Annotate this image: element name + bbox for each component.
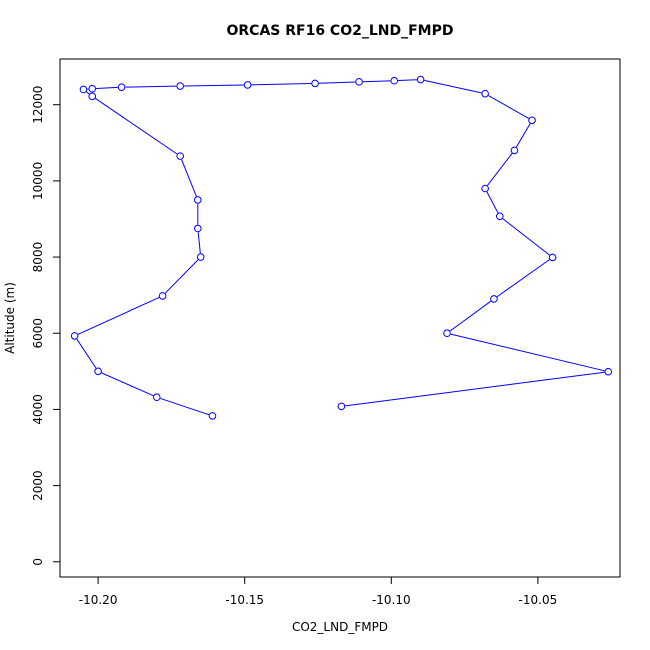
data-point (194, 224, 202, 233)
y-axis-label: Altitude (m) (3, 282, 17, 354)
series-line-segment (318, 81, 356, 84)
series-line-segment (160, 397, 210, 416)
series-line-segment (487, 153, 513, 186)
series-layer (70, 75, 613, 420)
data-point (176, 82, 185, 90)
y-tick-label: 12000 (31, 86, 45, 124)
data-point (117, 83, 126, 91)
series-line-segment (424, 79, 482, 94)
series-line-segment (101, 372, 154, 397)
series-line-segment (488, 95, 529, 119)
data-point (443, 329, 451, 338)
series-line-segment (181, 159, 197, 197)
data-point (176, 152, 185, 160)
series-line-segment (486, 191, 499, 214)
data-point (70, 332, 79, 340)
data-point (604, 367, 613, 376)
data-point (355, 78, 363, 86)
x-axis: -10.20 -10.15 -10.10 -10.05 (79, 576, 558, 607)
data-point (194, 196, 202, 204)
data-point (416, 75, 425, 84)
data-point (390, 76, 399, 85)
series-line-segment (125, 85, 177, 88)
series-line-segment (184, 84, 244, 87)
y-tick-label: 0 (31, 558, 45, 566)
series-line-segment (77, 297, 160, 335)
data-point (152, 393, 161, 402)
y-tick-label: 8000 (31, 242, 45, 273)
series-line-segment (197, 232, 201, 254)
data-point (158, 292, 167, 300)
series-line-segment (362, 80, 391, 83)
y-tick-label: 6000 (31, 318, 45, 349)
series-line-segment (449, 300, 492, 332)
series-line-segment (450, 333, 605, 372)
data-point (490, 295, 498, 303)
y-axis: 0 2000 4000 6000 8000 10000 12000 (31, 86, 61, 566)
data-point (495, 212, 504, 221)
series-line-segment (96, 86, 118, 90)
data-point (243, 81, 252, 89)
data-point (94, 367, 102, 376)
data-point (510, 146, 519, 155)
series-line-segment (345, 371, 605, 407)
series-line-segment (164, 259, 199, 294)
data-point (88, 84, 97, 93)
series-line-segment (515, 123, 531, 148)
data-point (79, 85, 88, 94)
series-line-segment (251, 82, 312, 86)
x-tick-label: -10.15 (225, 593, 264, 607)
series-line-segment (502, 218, 550, 256)
y-tick-label: 10000 (31, 162, 45, 200)
x-tick-label: -10.20 (79, 593, 118, 607)
data-point (196, 253, 205, 261)
y-tick-label: 2000 (31, 470, 45, 501)
y-tick-label: 4000 (31, 394, 45, 425)
data-point (311, 79, 319, 88)
data-point (528, 116, 536, 125)
plot-frame (59, 58, 621, 578)
series-line-segment (86, 91, 90, 95)
series-line-segment (398, 79, 417, 82)
data-point (208, 412, 217, 420)
data-point (548, 253, 557, 262)
x-axis-label: CO2_LND_FMPD (292, 620, 388, 634)
data-point (481, 89, 489, 98)
x-tick-label: -10.05 (519, 593, 558, 607)
series-line-segment (496, 259, 550, 298)
data-point (337, 402, 346, 411)
data-point (88, 92, 97, 101)
chart-title: ORCAS RF16 CO2_LND_FMPD (226, 23, 453, 39)
series-line-segment (95, 98, 178, 155)
data-point (481, 184, 489, 193)
x-tick-label: -10.10 (372, 593, 411, 607)
series-line-segment (76, 338, 97, 369)
